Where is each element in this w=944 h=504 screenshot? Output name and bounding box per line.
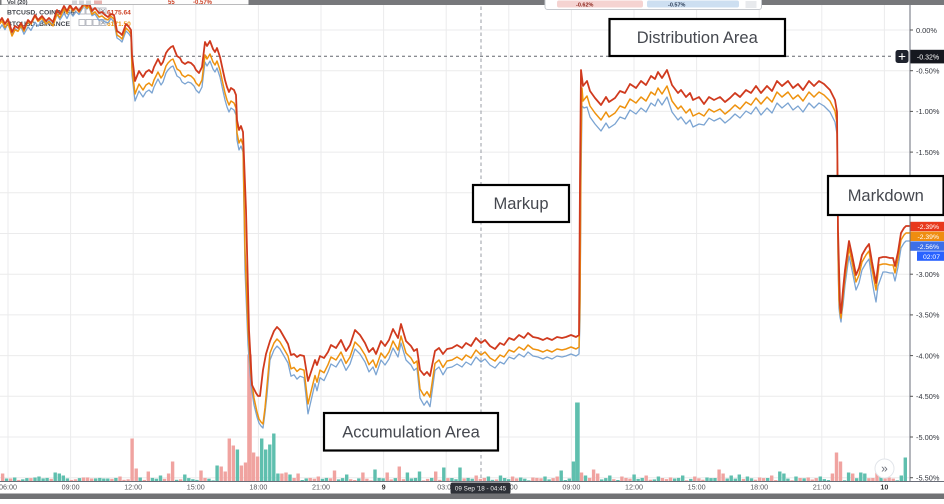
svg-text:-0.62%: -0.62% <box>576 3 594 9</box>
svg-text:21:00: 21:00 <box>813 483 831 492</box>
svg-text:-3.00%: -3.00% <box>916 270 940 279</box>
svg-text:-2.39%: -2.39% <box>917 224 939 231</box>
svg-text:15:00: 15:00 <box>187 483 205 492</box>
svg-text:09:00: 09:00 <box>62 483 80 492</box>
svg-text:55: 55 <box>168 0 175 6</box>
svg-text:-4.50%: -4.50% <box>916 392 940 401</box>
svg-text:15:00: 15:00 <box>688 483 706 492</box>
svg-text:-5.00%: -5.00% <box>916 433 940 442</box>
svg-text:10: 10 <box>880 483 888 492</box>
svg-text:12:00: 12:00 <box>124 483 142 492</box>
svg-text:-4.00%: -4.00% <box>916 351 940 360</box>
svg-text:0.00%: 0.00% <box>916 26 937 35</box>
svg-text:Markdown: Markdown <box>848 187 924 205</box>
svg-text:Distribution Area: Distribution Area <box>637 29 759 47</box>
svg-text:-0.57%: -0.57% <box>668 3 686 9</box>
svg-text:Vol (20): Vol (20) <box>7 0 28 6</box>
svg-text:21:00: 21:00 <box>312 483 330 492</box>
svg-text:18:00: 18:00 <box>249 483 267 492</box>
svg-text:»: » <box>881 462 888 476</box>
svg-text:09 Sep '18 - 04:45: 09 Sep '18 - 04:45 <box>455 486 507 493</box>
svg-text:09:00: 09:00 <box>562 483 580 492</box>
svg-text:02:07: 02:07 <box>923 254 940 261</box>
svg-text:-1.00%: -1.00% <box>916 107 940 116</box>
svg-text:-2.56%: -2.56% <box>917 244 939 251</box>
svg-text:-2.39%: -2.39% <box>917 234 939 241</box>
svg-text:-1.50%: -1.50% <box>916 148 940 157</box>
svg-text:06:00: 06:00 <box>0 483 17 492</box>
svg-text:18:00: 18:00 <box>750 483 768 492</box>
svg-text:-0.32%: -0.32% <box>917 55 939 62</box>
svg-text:Accumulation Area: Accumulation Area <box>342 423 480 441</box>
svg-text:-0.50%: -0.50% <box>916 67 940 76</box>
svg-text:Markup: Markup <box>493 195 548 213</box>
svg-text:9: 9 <box>382 483 386 492</box>
svg-text:12:00: 12:00 <box>625 483 643 492</box>
svg-text:-5.50%: -5.50% <box>916 474 940 483</box>
svg-text:-0.57%: -0.57% <box>193 0 213 6</box>
svg-text:-3.50%: -3.50% <box>916 311 940 320</box>
